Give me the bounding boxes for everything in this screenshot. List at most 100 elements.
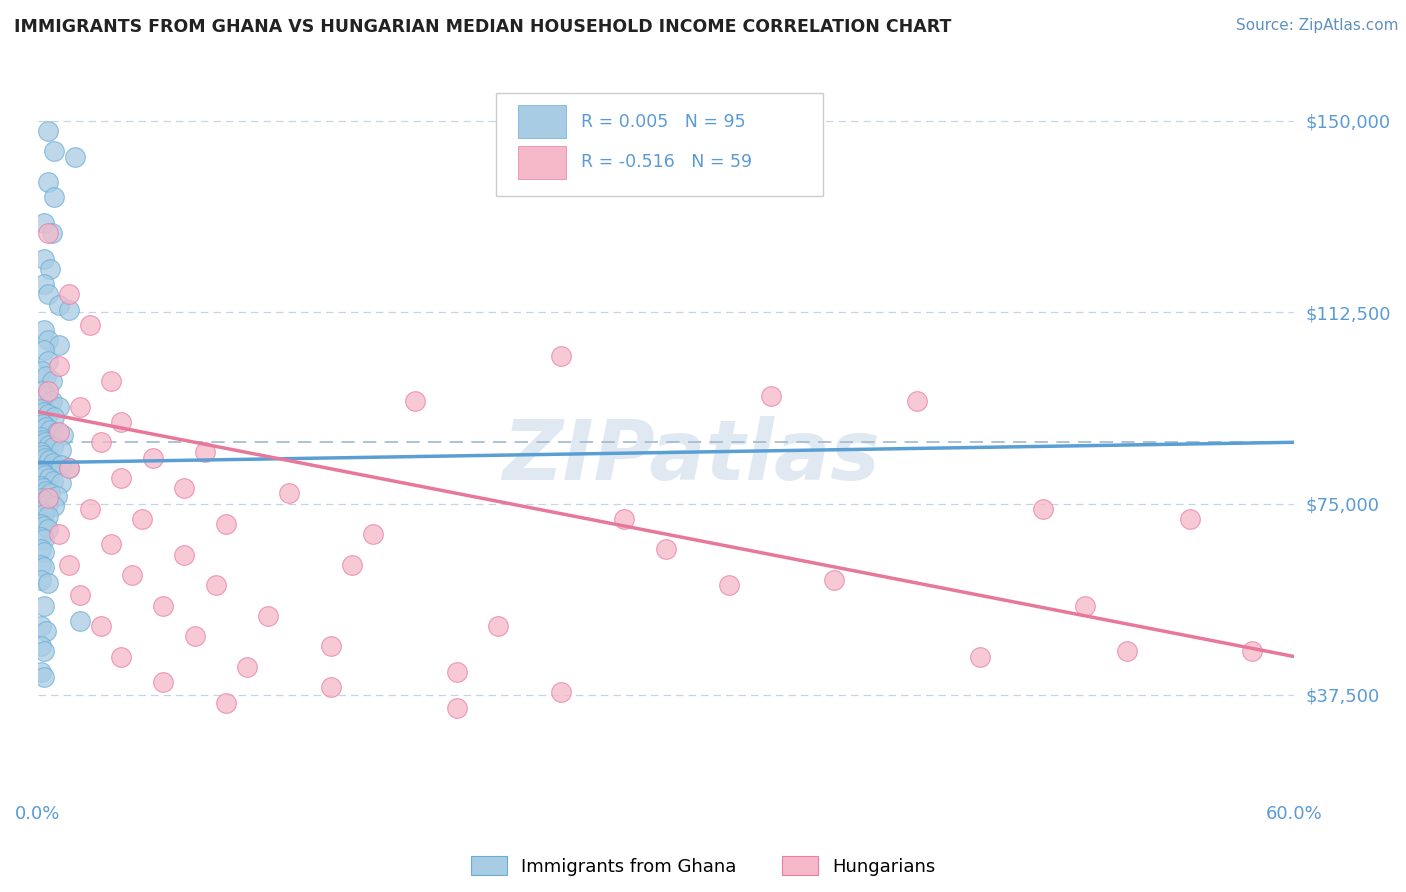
Point — [30, 665, 52, 679]
Point — [32, 323, 55, 337]
Point — [1241, 644, 1264, 658]
Point — [215, 516, 238, 531]
Point — [44, 499, 66, 513]
Point — [32, 545, 55, 559]
Point — [58, 287, 80, 301]
Point — [32, 599, 55, 613]
Point — [38, 438, 60, 452]
Text: ZIPatlas: ZIPatlas — [502, 416, 880, 497]
Point — [45, 425, 67, 439]
Point — [152, 599, 174, 613]
Point — [58, 460, 80, 475]
Point — [488, 619, 510, 633]
Point — [44, 145, 66, 159]
Point — [194, 445, 217, 459]
Point — [37, 353, 59, 368]
Point — [30, 573, 52, 587]
Point — [100, 537, 122, 551]
Point — [32, 252, 55, 266]
Point — [30, 558, 52, 572]
Point — [37, 333, 59, 347]
Point — [31, 364, 53, 378]
Point — [35, 624, 58, 638]
Point — [655, 542, 678, 557]
Point — [41, 374, 63, 388]
Point — [37, 491, 59, 506]
Point — [39, 486, 62, 500]
Point — [34, 435, 56, 450]
Point — [173, 548, 195, 562]
Point — [613, 512, 636, 526]
Point — [446, 700, 468, 714]
Point — [69, 588, 91, 602]
Point — [38, 471, 60, 485]
Point — [30, 430, 52, 444]
Point — [48, 400, 70, 414]
Point — [131, 512, 153, 526]
Point — [32, 417, 55, 432]
Point — [37, 407, 59, 421]
Point — [257, 608, 280, 623]
Text: R = 0.005   N = 95: R = 0.005 N = 95 — [581, 112, 745, 131]
Point — [319, 640, 342, 654]
Point — [30, 478, 52, 492]
Point — [32, 448, 55, 462]
Point — [35, 483, 58, 498]
Point — [550, 685, 572, 699]
Point — [215, 696, 238, 710]
Point — [30, 445, 52, 459]
Point — [39, 261, 62, 276]
Point — [446, 665, 468, 679]
Point — [30, 542, 52, 557]
Point — [48, 297, 70, 311]
Point — [204, 578, 226, 592]
Point — [30, 640, 52, 654]
Point — [30, 516, 52, 531]
Point — [30, 402, 52, 417]
Point — [37, 226, 59, 240]
Text: R = -0.516   N = 59: R = -0.516 N = 59 — [581, 153, 752, 171]
Point — [152, 675, 174, 690]
Point — [1115, 644, 1137, 658]
Point — [759, 389, 782, 403]
Point — [49, 458, 72, 473]
Point — [969, 649, 991, 664]
Point — [823, 573, 845, 587]
Point — [717, 578, 740, 592]
Point — [37, 575, 59, 590]
Point — [48, 425, 70, 439]
Point — [58, 302, 80, 317]
Point — [32, 644, 55, 658]
Point — [110, 649, 132, 664]
Point — [30, 530, 52, 544]
FancyBboxPatch shape — [496, 93, 823, 195]
Point — [58, 558, 80, 572]
Point — [32, 670, 55, 684]
Point — [35, 389, 58, 403]
Point — [41, 394, 63, 409]
Point — [1178, 512, 1201, 526]
Point — [39, 423, 62, 437]
Point — [37, 496, 59, 510]
Point — [37, 509, 59, 524]
FancyBboxPatch shape — [517, 105, 565, 138]
Point — [361, 527, 384, 541]
Point — [48, 338, 70, 352]
Point — [340, 558, 363, 572]
Point — [550, 349, 572, 363]
Point — [69, 614, 91, 628]
Point — [173, 481, 195, 495]
Point — [37, 384, 59, 399]
Point — [32, 481, 55, 495]
Point — [37, 124, 59, 138]
Point — [38, 453, 60, 467]
Point — [35, 420, 58, 434]
Point — [37, 522, 59, 536]
FancyBboxPatch shape — [517, 145, 565, 178]
Point — [32, 519, 55, 533]
Point — [31, 384, 53, 399]
Point — [42, 441, 65, 455]
Point — [1032, 501, 1054, 516]
Point — [32, 433, 55, 447]
Point — [32, 343, 55, 358]
